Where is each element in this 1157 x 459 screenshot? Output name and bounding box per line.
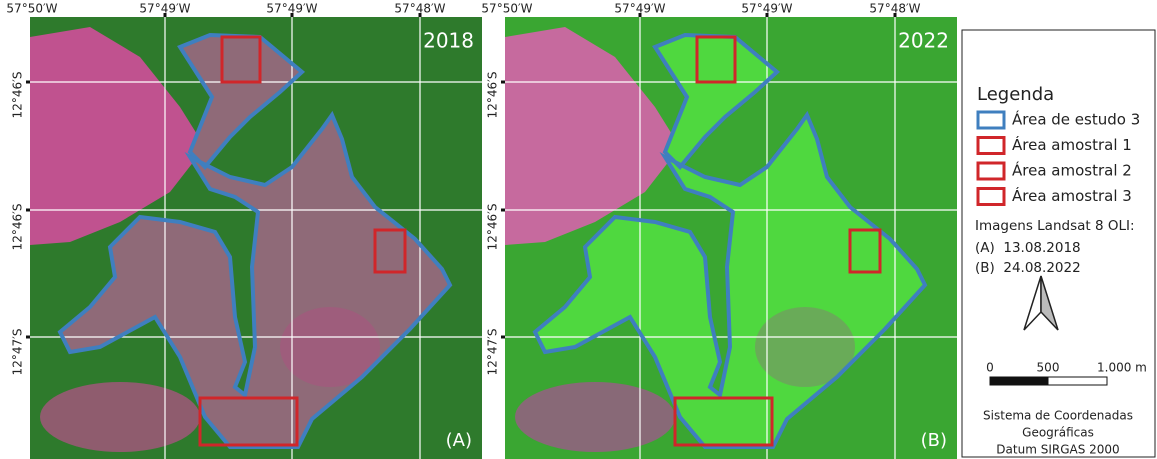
longitude-label: 57°49′W (139, 2, 190, 16)
latitude-label: 12°47′S (486, 329, 500, 376)
legend-label: Área amostral 3 (1012, 186, 1132, 205)
legend-label: Área de estudo 3 (1012, 110, 1140, 129)
longitude-label: 57°50′W (481, 2, 532, 16)
latitude-label: 12°46′S (486, 204, 500, 251)
scale-bar (990, 377, 1107, 385)
imagery-date: (B) 24.08.2022 (975, 260, 1081, 276)
longitude-label: 57°49′W (266, 2, 317, 16)
longitude-label: 57°48′W (394, 2, 445, 16)
map-panel: 2022 (B) (501, 13, 957, 459)
legend-label: Área amostral 1 (1012, 135, 1132, 154)
panel-label: (B) (921, 430, 947, 451)
longitude-label: 57°48′W (869, 2, 920, 16)
latitude-label: 12°46′S (11, 204, 25, 251)
longitude-label: 57°50′W (6, 2, 57, 16)
scale-label: 1.000 m (1097, 361, 1147, 375)
latitude-label: 12°46′S (486, 72, 500, 119)
map-panel: 2018 (A) (26, 13, 482, 459)
latitude-label: 12°47′S (11, 329, 25, 376)
map-figure: 2018 (A) 57°50′W 57°49′W 57°49′W 57°48′W 12°46… (0, 0, 1157, 459)
longitude-label: 57°49′W (614, 2, 665, 16)
crs-line: Sistema de Coordenadas (983, 409, 1133, 423)
imagery-date: (A) 13.08.2018 (975, 240, 1081, 256)
cleared-patch (515, 382, 675, 452)
panel-year: 2022 (898, 29, 949, 53)
legend-title: Legenda (977, 84, 1054, 105)
panel-label: (A) (446, 430, 472, 451)
map-image (30, 17, 482, 459)
latitude-label: 12°46′S (11, 72, 25, 119)
scale-label: 500 (1037, 361, 1060, 375)
cleared-patch (40, 382, 200, 452)
panel-year: 2018 (423, 29, 474, 53)
scale-label: 0 (986, 361, 994, 375)
map-image (505, 17, 957, 459)
crs-line: Geográficas (1022, 426, 1094, 440)
crs-line: Datum SIRGAS 2000 (996, 443, 1119, 457)
longitude-label: 57°49′W (741, 2, 792, 16)
legend-label: Área amostral 2 (1012, 161, 1132, 180)
imagery-title: Imagens Landsat 8 OLI: (975, 218, 1135, 234)
